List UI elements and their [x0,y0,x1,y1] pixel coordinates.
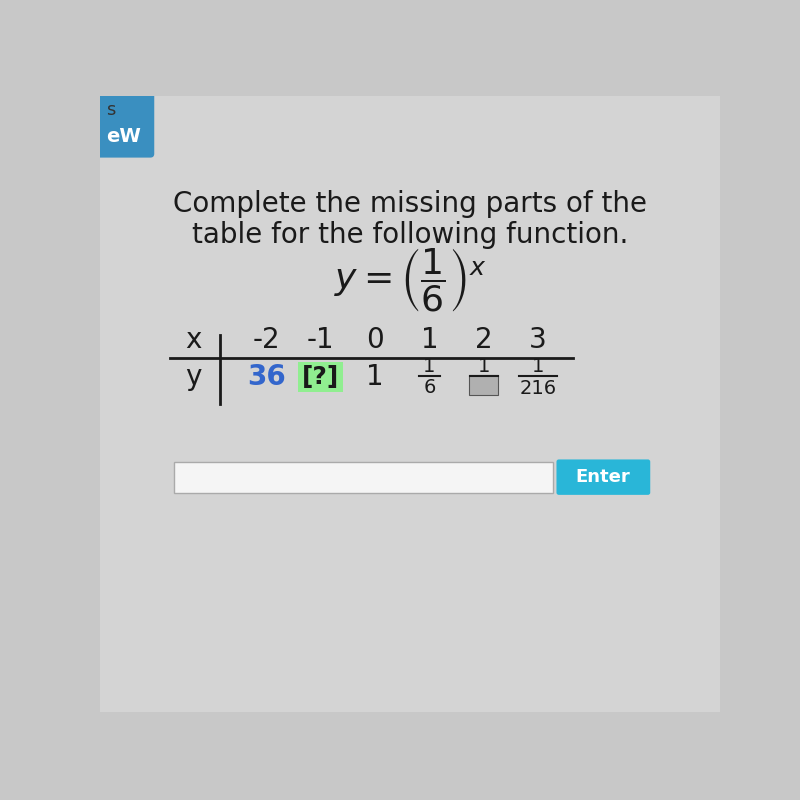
FancyBboxPatch shape [96,92,154,158]
Text: 1: 1 [478,357,490,376]
Text: -2: -2 [253,326,281,354]
Text: table for the following function.: table for the following function. [192,221,628,249]
FancyBboxPatch shape [298,362,343,392]
Text: s: s [106,102,115,119]
Text: -1: -1 [307,326,334,354]
Text: 1: 1 [423,357,435,376]
Text: 1: 1 [532,357,544,376]
FancyBboxPatch shape [557,459,650,495]
Text: Complete the missing parts of the: Complete the missing parts of the [173,190,647,218]
Bar [174,462,554,493]
Text: Enter: Enter [576,468,630,486]
Text: eW: eW [106,126,141,146]
FancyBboxPatch shape [469,374,498,394]
Text: 6: 6 [423,378,435,398]
Text: [?]: [?] [302,365,339,389]
Text: 216: 216 [519,379,557,398]
Text: $y = \left(\dfrac{1}{6}\right)^x$: $y = \left(\dfrac{1}{6}\right)^x$ [334,247,486,314]
Text: 1: 1 [366,363,384,391]
Text: x: x [185,326,201,354]
Text: 3: 3 [529,326,546,354]
Text: 36: 36 [247,363,286,391]
Text: 0: 0 [366,326,384,354]
Text: y: y [185,363,201,391]
Text: 1: 1 [421,326,438,354]
Text: 2: 2 [475,326,493,354]
